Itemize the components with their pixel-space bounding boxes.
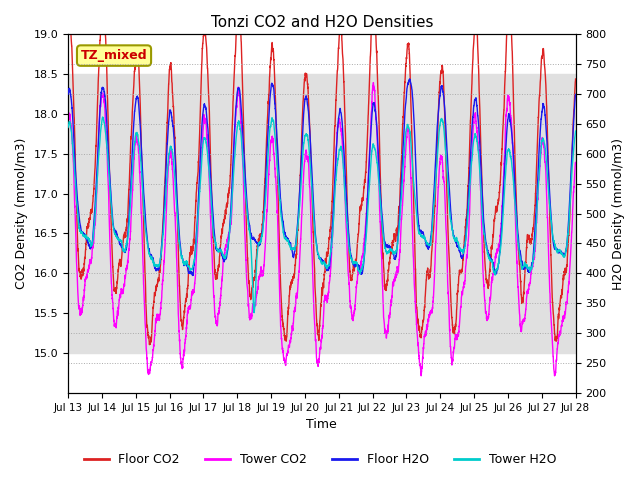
Floor H2O (443, 147, 451, 153)
Floor CO2 (99, 0, 107, 2)
Floor CO2 (394, 215, 402, 221)
Tower CO2 (443, 247, 451, 252)
Line: Tower H2O: Tower H2O (68, 117, 575, 312)
Floor CO2 (443, 192, 451, 198)
Y-axis label: CO2 Density (mmol/m3): CO2 Density (mmol/m3) (15, 138, 28, 289)
Floor H2O (189, 273, 196, 278)
Legend: Floor CO2, Tower CO2, Floor H2O, Tower H2O: Floor CO2, Tower CO2, Floor H2O, Tower H… (79, 448, 561, 471)
Text: TZ_mixed: TZ_mixed (81, 49, 147, 62)
Tower H2O (250, 310, 258, 315)
Floor CO2 (369, 8, 376, 13)
Floor CO2 (64, 29, 72, 35)
Tower CO2 (369, 88, 376, 94)
Floor H2O (369, 105, 376, 111)
X-axis label: Time: Time (307, 419, 337, 432)
Line: Floor H2O: Floor H2O (68, 79, 575, 276)
Floor CO2 (146, 342, 154, 348)
Tower CO2 (156, 311, 164, 317)
Y-axis label: H2O Density (mmol/m3): H2O Density (mmol/m3) (612, 138, 625, 289)
Floor H2O (156, 258, 164, 264)
Floor H2O (64, 91, 72, 97)
Tower CO2 (551, 373, 559, 379)
Floor CO2 (157, 263, 164, 268)
Tower H2O (369, 144, 376, 149)
Tower H2O (157, 256, 164, 262)
Floor H2O (482, 237, 490, 242)
Bar (68, 74, 575, 353)
Tower H2O (99, 114, 106, 120)
Line: Floor CO2: Floor CO2 (68, 0, 575, 345)
Floor CO2 (482, 267, 490, 273)
Floor H2O (258, 230, 266, 236)
Tower CO2 (258, 273, 266, 278)
Floor H2O (406, 76, 413, 82)
Title: Tonzi CO2 and H2O Densities: Tonzi CO2 and H2O Densities (211, 15, 433, 30)
Floor H2O (394, 232, 402, 238)
Tower H2O (259, 231, 266, 237)
Tower CO2 (394, 268, 402, 274)
Floor H2O (572, 92, 579, 97)
Tower H2O (572, 128, 579, 134)
Floor CO2 (572, 76, 579, 82)
Floor CO2 (259, 222, 266, 228)
Tower CO2 (369, 80, 377, 85)
Line: Tower CO2: Tower CO2 (68, 83, 575, 376)
Tower CO2 (572, 160, 579, 166)
Tower H2O (64, 124, 72, 130)
Tower CO2 (64, 121, 72, 127)
Tower CO2 (481, 308, 489, 313)
Tower H2O (482, 240, 490, 245)
Tower H2O (443, 167, 451, 172)
Tower H2O (394, 234, 402, 240)
